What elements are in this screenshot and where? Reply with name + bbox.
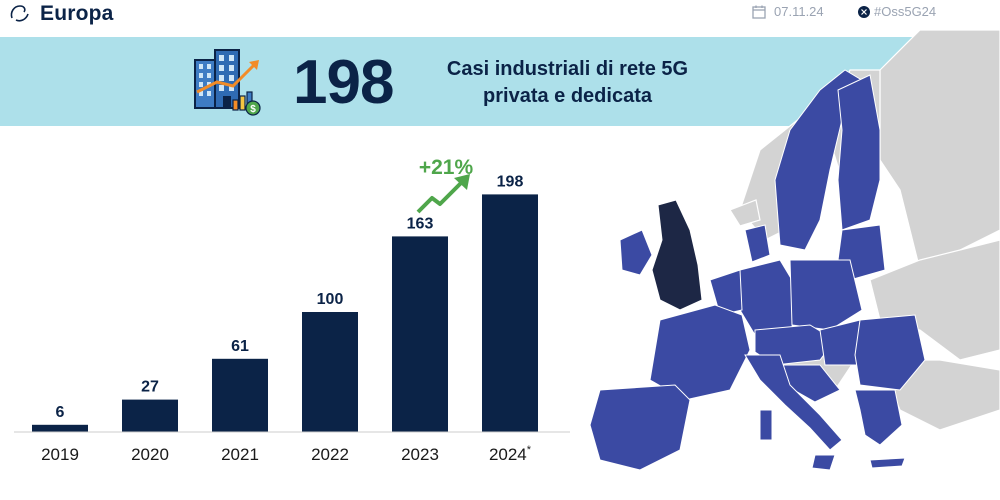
bar-2020 <box>122 399 178 432</box>
tick-label-2024: 2024* <box>489 444 532 464</box>
europe-map <box>589 30 1000 471</box>
date-text: 07.11.24 <box>774 4 824 19</box>
banner-description: Casi industriali di rete 5G privata e de… <box>425 56 710 110</box>
region-benelux <box>709 269 743 316</box>
region-germany <box>739 259 796 336</box>
bar-chart: 6 27 61 100 163 198 2019 2020 2021 2022 2023 2024*… <box>14 156 570 464</box>
region-italy <box>744 354 843 451</box>
header: Europa 07.11.24 #Oss5G24 <box>0 0 1000 34</box>
page-title: Europa <box>40 2 114 25</box>
bar-2021 <box>212 358 268 432</box>
region-finland <box>837 74 881 231</box>
banner-line-2: privata e dedicata <box>483 85 652 107</box>
bar-2024 <box>482 194 538 432</box>
region-greece <box>854 389 903 446</box>
value-label-2023: 163 <box>407 215 434 232</box>
date-block: 07.11.24 <box>752 4 824 19</box>
x-social-icon <box>858 5 870 18</box>
region-crete <box>869 457 906 469</box>
value-label-2019: 6 <box>56 404 65 421</box>
tick-label-2021: 2021 <box>221 445 259 464</box>
logo-icon <box>10 5 29 22</box>
tick-label-2019: 2019 <box>41 445 79 464</box>
growth-arrowhead <box>454 174 470 190</box>
region-poland <box>789 259 863 331</box>
bar-2019 <box>32 424 88 432</box>
bar-2023 <box>392 236 448 432</box>
region-sicily <box>811 454 836 471</box>
growth-annotation: +21% <box>416 156 474 214</box>
region-sardinia <box>759 409 773 441</box>
region-denmark <box>744 224 771 263</box>
tick-label-2020: 2020 <box>131 445 169 464</box>
building-growth-icon: $ <box>194 49 261 116</box>
calendar-icon <box>752 5 766 19</box>
bar-group: 6 27 61 100 163 198 <box>32 173 538 432</box>
region-iberia <box>589 384 691 471</box>
tick-label-2023: 2023 <box>401 445 439 464</box>
value-label-2021: 61 <box>231 338 249 355</box>
tick-label-2022: 2022 <box>311 445 349 464</box>
value-label-2022: 100 <box>317 291 344 308</box>
eu-countries <box>589 69 926 471</box>
value-label-2020: 27 <box>141 379 159 396</box>
region-france <box>649 304 751 401</box>
region-romania-bulgaria <box>854 314 926 391</box>
banner-line-1: Casi industriali di rete 5G <box>446 58 689 80</box>
region-ireland <box>619 229 653 276</box>
hashtag-block: #Oss5G24 <box>858 4 936 19</box>
x-tick-group: 2019 2020 2021 2022 2023 2024* <box>41 444 532 464</box>
region-uk <box>651 199 703 311</box>
growth-label: +21% <box>419 156 474 179</box>
growth-arrow-icon <box>416 180 464 214</box>
case-count: 198 <box>293 48 394 117</box>
svg-text:$: $ <box>250 104 256 115</box>
hashtag-text: #Oss5G24 <box>874 4 937 19</box>
bar-2022 <box>302 312 358 432</box>
value-label-2024: 198 <box>497 173 524 190</box>
